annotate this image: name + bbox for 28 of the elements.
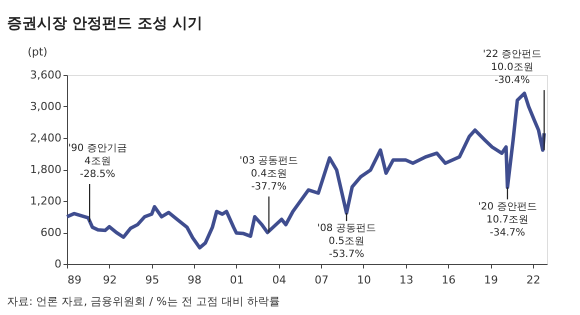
chart-title: 증권시장 안정펀드 조성 시기	[7, 14, 203, 32]
x-tick-label: 13	[399, 274, 414, 286]
x-tick-label: 22	[526, 274, 540, 286]
x-tick-label: 19	[484, 274, 498, 286]
text: 자료: 언론 자료, 금융위원회 / %는 전 고점 대비 하락률	[7, 295, 280, 308]
y-tick-label: 0	[54, 258, 62, 270]
annotation: '20 증안펀드 10.7조원 -34.7%	[478, 201, 537, 238]
x-tick-label: 07	[314, 274, 329, 286]
x-tick-label: 92	[102, 274, 117, 286]
y-tick-label: 3,600	[30, 68, 62, 82]
y-axis-title: (pt)	[28, 46, 48, 58]
x-tick-label: 10	[356, 274, 371, 286]
x-tick-label: 95	[145, 274, 160, 286]
y-tick-label: 1,200	[30, 194, 62, 208]
y-tick-label: 2,400	[30, 132, 62, 144]
y-tick-label: 1,800	[30, 163, 62, 176]
annotation: '22 증안펀드 10.0조원 -30.4%	[482, 49, 542, 86]
annotation: '08 공동펀드 0.5조원 -53.7%	[317, 223, 376, 260]
x-tick-label: 16	[442, 274, 456, 286]
x-tick-label: 89	[68, 274, 82, 286]
x-tick-label: 98	[188, 274, 202, 286]
x-tick-label: 01	[230, 274, 244, 286]
y-tick-label: 600	[40, 226, 62, 239]
annotation: '90 증안기금 4조원 -28.5%	[68, 143, 127, 180]
y-tick-label: 3,000	[30, 100, 62, 113]
line-series	[65, 92, 546, 250]
annotation: '03 공동펀드 0.4조원 -37.7%	[240, 156, 298, 192]
x-tick-label: 04	[272, 274, 286, 286]
